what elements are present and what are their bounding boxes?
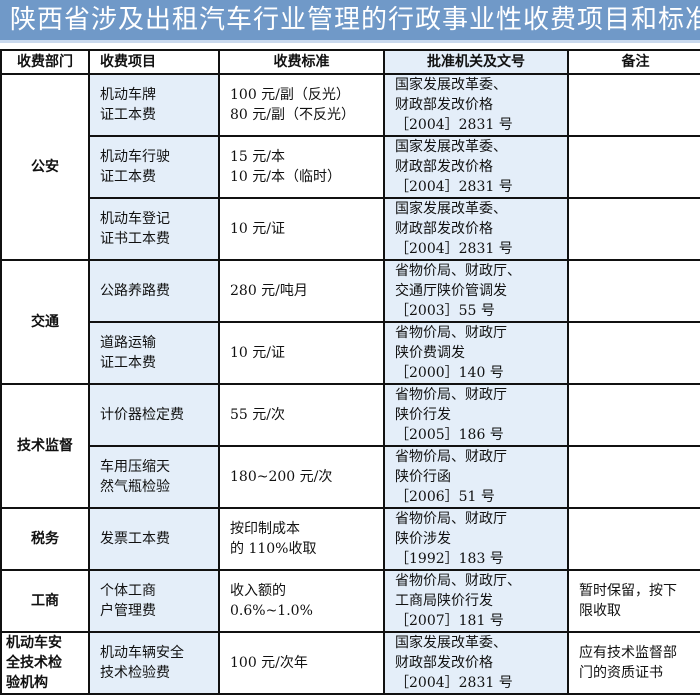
note-cell: 应有技术监督部 门的资质证书 [567, 631, 700, 695]
table-row: 机动车安 全技术检 验机构 机动车辆安全 技术检验费 100 元/次年 国家发展改革委… [0, 631, 700, 695]
item-cell: 发票工本费 [88, 507, 220, 571]
standard-cell: 100 元/次年 [218, 631, 385, 695]
standard-cell: 收入额的 0.6%~1.0% [218, 569, 385, 633]
header-standard: 收费标准 [218, 49, 385, 75]
standard-cell: 15 元/本 10 元/本（临时） [218, 135, 385, 199]
note-cell [567, 259, 700, 323]
approval-cell: 省物价局、财政厅 陕价费调发 ［2000］140 号 [383, 321, 569, 385]
dept-cell: 技术监督 [0, 383, 90, 509]
standard-cell: 55 元/次 [218, 383, 385, 447]
item-cell: 车用压缩天 然气瓶检验 [88, 445, 220, 509]
item-cell: 机动车牌 证工本费 [88, 73, 220, 137]
table-row: 技术监督 计价器检定费 55 元/次 省物价局、财政厅 陕价行发 ［2005］186 … [0, 383, 700, 509]
dept-cell: 工商 [0, 569, 90, 633]
header-note: 备注 [567, 49, 700, 75]
note-cell [567, 73, 700, 137]
approval-cell: 国家发展改革委、 财政部发改价格 ［2004］2831 号 [383, 135, 569, 199]
table-header-row: 收费部门 收费项目 收费标准 批准机关及文号 备注 [0, 49, 700, 75]
standard-cell: 100 元/副（反光） 80 元/副（不反光） [218, 73, 385, 137]
standard-cell: 10 元/证 [218, 197, 385, 261]
standard-cell: 10 元/证 [218, 321, 385, 385]
header-approval: 批准机关及文号 [383, 49, 569, 75]
dept-cell: 税务 [0, 507, 90, 571]
dept-cell: 公安 [0, 73, 90, 261]
table-row: 机动车登记 证书工本费 10 元/证 国家发展改革委、 财政部发改价格 ［2004］… [1, 197, 700, 261]
item-cell: 公路养路费 [88, 259, 220, 323]
item-cell: 道路运输 证工本费 [88, 321, 220, 385]
dept-cell: 交通 [0, 259, 90, 385]
table-row: 机动车行驶 证工本费 15 元/本 10 元/本（临时） 国家发展改革委、 财政部发… [1, 135, 700, 199]
note-cell [567, 321, 700, 385]
note-cell [567, 197, 700, 261]
standard-cell: 按印制成本 的 110%收取 [218, 507, 385, 571]
item-cell: 机动车行驶 证工本费 [88, 135, 220, 199]
item-cell: 个体工商 户管理费 [88, 569, 220, 633]
table-row: 税务 发票工本费 按印制成本 的 110%收取 省物价局、财政厅 陕价涉发 ［1992… [0, 507, 700, 571]
table-row: 公安 机动车牌 证工本费 100 元/副（反光） 80 元/副（不反光） 国家发展改革… [0, 73, 700, 261]
standard-cell: 280 元/吨月 [218, 259, 385, 323]
approval-cell: 国家发展改革委、 财政部发改价格 ［2004］2831 号 [383, 73, 569, 137]
approval-cell: 省物价局、财政厅 陕价行函 ［2006］51 号 [383, 445, 569, 509]
item-cell: 机动车辆安全 技术检验费 [88, 631, 220, 695]
table-row: 工商 个体工商 户管理费 收入额的 0.6%~1.0% 省物价局、财政厅、 工商局陕价… [0, 569, 700, 633]
note-cell: 暂时保留，按下 限收取 [567, 569, 700, 633]
approval-cell: 省物价局、财政厅、 工商局陕价行发 ［2007］181 号 [383, 569, 569, 633]
dept-cell: 机动车安 全技术检 验机构 [0, 631, 90, 695]
table-row: 交通 公路养路费 280 元/吨月 省物价局、财政厅、 交通厅陕价管调发 ［2003］… [0, 259, 700, 385]
header-dept: 收费部门 [0, 49, 90, 75]
header-item: 收费项目 [88, 49, 220, 75]
approval-cell: 省物价局、财政厅 陕价行发 ［2005］186 号 [383, 383, 569, 447]
table-row: 车用压缩天 然气瓶检验 180~200 元/次 省物价局、财政厅 陕价行函 ［200… [1, 445, 700, 509]
item-cell: 机动车登记 证书工本费 [88, 197, 220, 261]
note-cell [567, 383, 700, 447]
approval-cell: 国家发展改革委、 财政部发改价格 ［2004］2831 号 [383, 197, 569, 261]
approval-cell: 国家发展改革委、 财政部发改价格 ［2004］2831 号 [383, 631, 569, 695]
table-row: 道路运输 证工本费 10 元/证 省物价局、财政厅 陕价费调发 ［2000］140 … [1, 321, 700, 385]
fee-table: 收费部门 收费项目 收费标准 批准机关及文号 备注 公安 机动车牌 证工本费 100… [0, 49, 700, 695]
note-cell [567, 445, 700, 509]
item-cell: 计价器检定费 [88, 383, 220, 447]
note-cell [567, 135, 700, 199]
approval-cell: 省物价局、财政厅、 交通厅陕价管调发 ［2003］55 号 [383, 259, 569, 323]
approval-cell: 省物价局、财政厅 陕价涉发 ［1992］183 号 [383, 507, 569, 571]
page-title: 陕西省涉及出租汽车行业管理的行政事业性收费项目和标准 [0, 0, 700, 43]
standard-cell: 180~200 元/次 [218, 445, 385, 509]
note-cell [567, 507, 700, 571]
